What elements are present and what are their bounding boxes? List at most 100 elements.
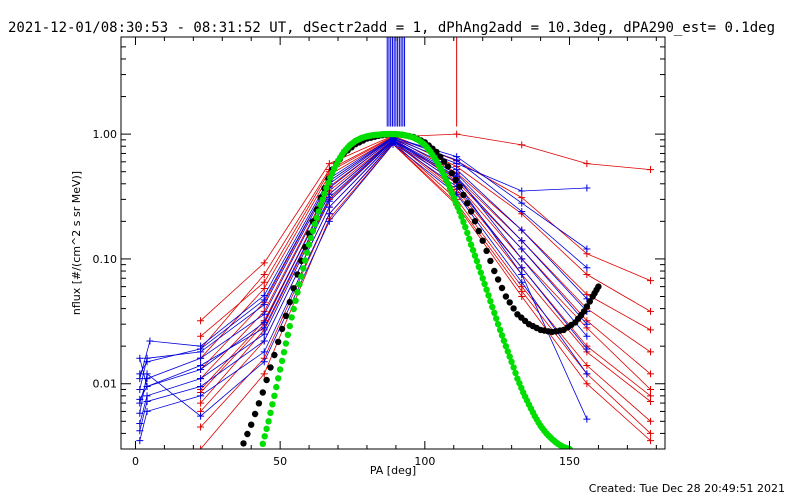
model-point-green-fit-120 [491, 309, 498, 316]
data-point-blue-7-2 [197, 412, 205, 420]
model-point-black-fit-12 [282, 312, 290, 319]
data-point-blue-2-0 [136, 420, 144, 428]
series-line-blue-7 [139, 143, 588, 417]
model-point-green-fit-125 [500, 337, 508, 344]
data-point-blue-8-1 [143, 383, 151, 391]
model-point-green-fit-122 [494, 321, 502, 328]
series-line-red-11 [200, 133, 651, 337]
data-point-red-6-7 [647, 277, 655, 285]
model-point-green-fit-15 [288, 314, 295, 321]
model-point-black-fit-52 [437, 153, 444, 160]
data-point-blue-10-7 [518, 199, 526, 207]
data-point-blue-9-4 [325, 203, 333, 211]
model-point-black-fit-7 [263, 376, 270, 384]
model-point-black-fit-55 [448, 170, 455, 177]
y-tick-label-2: 1.00 [93, 128, 118, 141]
data-point-red-6-2 [325, 160, 333, 168]
model-point-black-fit-68 [498, 284, 506, 292]
plot-area [136, 37, 655, 449]
data-point-red-5-1 [260, 370, 268, 378]
created-timestamp: Created: Tue Dec 28 20:49:51 2021 [589, 482, 785, 495]
data-point-red-6-1 [260, 259, 268, 267]
data-point-blue-2-7 [518, 245, 526, 253]
model-point-black-fit-14 [290, 285, 297, 292]
model-point-black-fit-53 [440, 158, 448, 165]
model-point-green-fit-1 [261, 433, 268, 440]
model-point-black-fit-70 [506, 299, 513, 306]
data-point-blue-4-7 [518, 264, 526, 272]
model-point-green-fit-19 [296, 281, 303, 288]
model-point-black-fit-2 [244, 430, 251, 438]
model-point-black-fit-3 [248, 421, 255, 428]
data-point-blue-9-2 [197, 383, 205, 391]
model-point-black-fit-54 [444, 163, 452, 170]
data-point-red-7-7 [647, 326, 655, 334]
model-point-green-fit-14 [286, 322, 293, 330]
model-point-black-fit-8 [267, 364, 274, 371]
data-point-red-1-7 [647, 370, 655, 378]
model-point-green-fit-127 [504, 348, 511, 355]
data-point-blue-8-4 [325, 194, 333, 202]
model-point-green-fit-28 [313, 214, 320, 221]
data-point-blue-6-7 [518, 237, 526, 245]
data-point-red-11-7 [647, 166, 655, 174]
model-point-green-fit-17 [292, 297, 299, 304]
model-point-green-fit-25 [307, 234, 315, 242]
model-point-black-fit-69 [502, 293, 510, 300]
data-point-red-11-1 [260, 278, 268, 286]
model-point-green-fit-20 [298, 273, 305, 280]
data-point-blue-2-3 [260, 330, 268, 338]
data-point-blue-5-8 [583, 184, 591, 192]
data-point-blue-8-8 [583, 332, 591, 340]
series-line-red-5 [200, 143, 651, 449]
model-point-black-fit-59 [464, 200, 471, 207]
series-line-red-9 [200, 143, 651, 434]
model-point-green-fit-121 [493, 315, 500, 322]
model-point-green-fit-128 [506, 353, 513, 360]
model-point-green-fit-118 [487, 298, 494, 305]
model-point-green-fit-22 [302, 257, 309, 264]
model-point-green-fit-21 [300, 265, 307, 272]
model-point-green-fit-108 [467, 241, 475, 248]
data-point-blue-10-2 [197, 345, 205, 353]
data-point-red-8-7 [647, 385, 655, 393]
data-point-blue-10-3 [260, 296, 268, 304]
model-point-green-fit-109 [469, 247, 477, 254]
model-point-black-fit-10 [275, 338, 282, 346]
model-point-black-fit-9 [271, 351, 278, 359]
data-point-blue-1-2 [197, 354, 205, 362]
data-point-red-9-7 [647, 429, 655, 437]
data-point-blue-9-0 [136, 427, 144, 435]
data-point-blue-8-7 [518, 255, 526, 263]
model-point-green-fit-107 [466, 235, 473, 242]
model-point-green-fit-105 [462, 223, 469, 231]
model-point-green-fit-115 [481, 280, 488, 288]
data-point-red-4-6 [583, 362, 591, 370]
data-point-red-11-6 [583, 160, 591, 168]
model-point-green-fit-3 [265, 418, 272, 425]
model-point-black-fit-62 [475, 227, 482, 235]
data-point-red-6-0 [197, 317, 205, 325]
model-point-green-fit-31 [319, 196, 326, 203]
axes: 0 50 100 150 0.01 0.10 1.00 [93, 36, 665, 468]
model-point-green-fit-27 [311, 220, 319, 228]
model-point-green-fit-12 [282, 340, 290, 347]
model-point-green-fit-106 [464, 229, 471, 237]
model-point-green-fit-129 [508, 358, 515, 365]
model-point-black-fit-57 [456, 183, 463, 190]
series-line-red-7 [200, 137, 651, 359]
data-point-blue-3-7 [518, 207, 526, 215]
model-point-green-fit-110 [471, 252, 479, 259]
data-point-blue-10-8 [583, 245, 591, 253]
data-point-blue-9-1 [143, 398, 151, 406]
series-line-red-3 [200, 135, 651, 350]
model-point-black-fit-5 [255, 400, 263, 407]
data-point-blue-8-0 [136, 354, 144, 362]
model-point-black-fit-92 [586, 298, 593, 305]
chart-title: 2021-12-01/08:30:53 - 08:31:52 UT, dSect… [8, 20, 775, 36]
model-point-green-fit-119 [489, 303, 496, 311]
model-point-green-fit-102 [456, 208, 463, 215]
data-point-blue-4-3 [260, 348, 268, 356]
model-point-black-fit-60 [467, 208, 475, 215]
